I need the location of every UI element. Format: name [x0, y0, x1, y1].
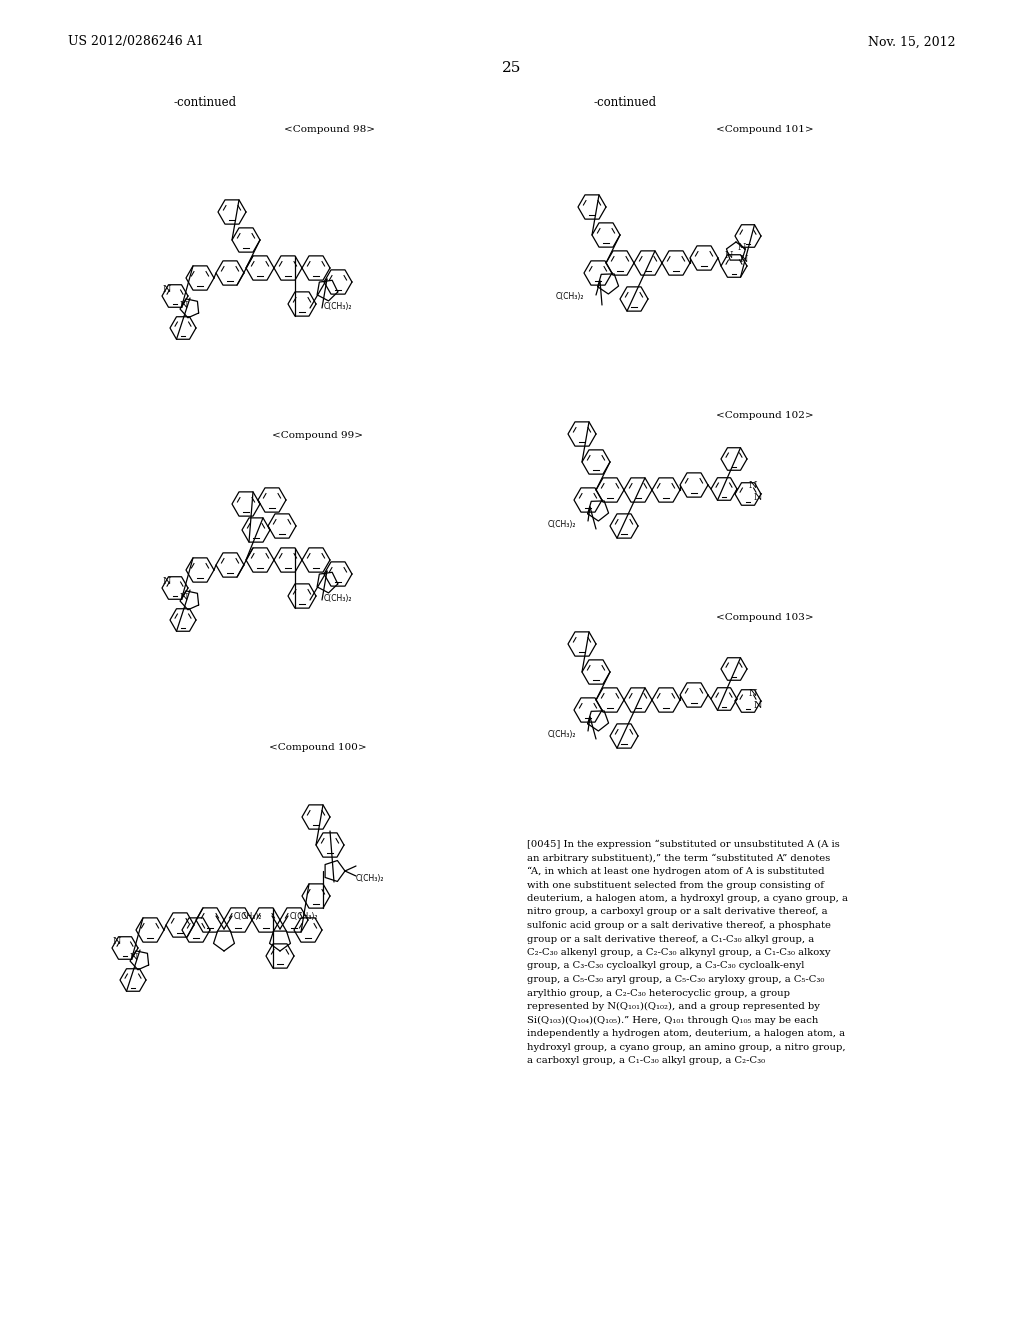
Text: <Compound 102>: <Compound 102> — [716, 411, 814, 420]
Text: nitro group, a carboxyl group or a salt derivative thereof, a: nitro group, a carboxyl group or a salt … — [527, 908, 827, 916]
Text: arylthio group, a C₂-C₃₀ heterocyclic group, a group: arylthio group, a C₂-C₃₀ heterocyclic gr… — [527, 989, 790, 998]
Text: with one substituent selected from the group consisting of: with one substituent selected from the g… — [527, 880, 824, 890]
Text: C₂-C₃₀ alkenyl group, a C₂-C₃₀ alkynyl group, a C₁-C₃₀ alkoxy: C₂-C₃₀ alkenyl group, a C₂-C₃₀ alkynyl g… — [527, 948, 830, 957]
Text: -continued: -continued — [173, 95, 237, 108]
Text: <Compound 98>: <Compound 98> — [285, 125, 376, 135]
Text: N: N — [754, 492, 762, 502]
Text: <Compound 99>: <Compound 99> — [272, 430, 364, 440]
Text: N: N — [180, 593, 188, 602]
Text: <Compound 100>: <Compound 100> — [269, 743, 367, 752]
Text: C(CH₃)₂: C(CH₃)₂ — [555, 293, 584, 301]
Text: US 2012/0286246 A1: US 2012/0286246 A1 — [68, 36, 204, 49]
Text: C(CH₃)₂: C(CH₃)₂ — [356, 874, 384, 883]
Text: -continued: -continued — [594, 95, 656, 108]
Text: N: N — [754, 701, 762, 710]
Text: group, a C₅-C₃₀ aryl group, a C₅-C₃₀ aryloxy group, a C₅-C₃₀: group, a C₅-C₃₀ aryl group, a C₅-C₃₀ ary… — [527, 975, 824, 983]
Text: 25: 25 — [503, 61, 521, 75]
Text: N: N — [163, 285, 171, 294]
Text: independently a hydrogen atom, deuterium, a halogen atom, a: independently a hydrogen atom, deuterium… — [527, 1030, 845, 1038]
Text: hydroxyl group, a cyano group, an amino group, a nitro group,: hydroxyl group, a cyano group, an amino … — [527, 1043, 846, 1052]
Text: group or a salt derivative thereof, a C₁-C₃₀ alkyl group, a: group or a salt derivative thereof, a C₁… — [527, 935, 814, 944]
Text: C(CH₃)₂: C(CH₃)₂ — [324, 301, 352, 310]
Text: Nov. 15, 2012: Nov. 15, 2012 — [868, 36, 956, 49]
Text: N: N — [749, 689, 758, 698]
Text: [0045] In the expression “substituted or unsubstituted A (A is: [0045] In the expression “substituted or… — [527, 840, 840, 849]
Text: N: N — [749, 480, 758, 490]
Text: N: N — [130, 953, 138, 961]
Text: sulfonic acid group or a salt derivative thereof, a phosphate: sulfonic acid group or a salt derivative… — [527, 921, 831, 931]
Text: deuterium, a halogen atom, a hydroxyl group, a cyano group, a: deuterium, a halogen atom, a hydroxyl gr… — [527, 894, 848, 903]
Text: N: N — [737, 243, 746, 252]
Text: C(CH₃)₂: C(CH₃)₂ — [290, 912, 318, 920]
Text: C(CH₃)₂: C(CH₃)₂ — [548, 520, 575, 529]
Text: represented by N(Q₁₀₁)(Q₁₀₂), and a group represented by: represented by N(Q₁₀₁)(Q₁₀₂), and a grou… — [527, 1002, 820, 1011]
Text: “A, in which at least one hydrogen atom of A is substituted: “A, in which at least one hydrogen atom … — [527, 867, 824, 876]
Text: <Compound 101>: <Compound 101> — [716, 125, 814, 135]
Text: N: N — [163, 578, 171, 586]
Text: N: N — [113, 937, 121, 946]
Text: an arbitrary substituent),” the term “substituted A” denotes: an arbitrary substituent),” the term “su… — [527, 854, 830, 863]
Text: a carboxyl group, a C₁-C₃₀ alkyl group, a C₂-C₃₀: a carboxyl group, a C₁-C₃₀ alkyl group, … — [527, 1056, 765, 1065]
Text: N: N — [739, 256, 749, 264]
Text: Si(Q₁₀₃)(Q₁₀₄)(Q₁₀₅).” Here, Q₁₀₁ through Q₁₀₅ may be each: Si(Q₁₀₃)(Q₁₀₄)(Q₁₀₅).” Here, Q₁₀₁ throug… — [527, 1015, 818, 1024]
Text: C(CH₃)₂: C(CH₃)₂ — [324, 594, 352, 602]
Text: C(CH₃)₂: C(CH₃)₂ — [548, 730, 575, 739]
Text: N: N — [725, 251, 733, 260]
Text: N: N — [180, 301, 188, 309]
Text: C(CH₃)₂: C(CH₃)₂ — [234, 912, 262, 920]
Text: <Compound 103>: <Compound 103> — [716, 614, 814, 623]
Text: group, a C₃-C₃₀ cycloalkyl group, a C₃-C₃₀ cycloalk-enyl: group, a C₃-C₃₀ cycloalkyl group, a C₃-C… — [527, 961, 805, 970]
